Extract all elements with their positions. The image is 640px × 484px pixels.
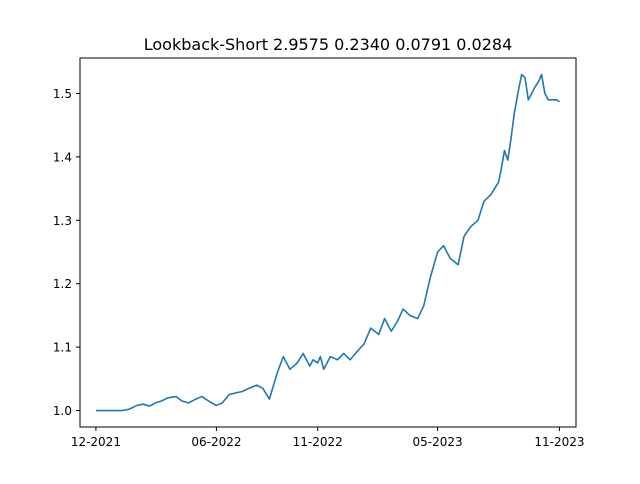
x-tick-label: 06-2022 [191,435,241,449]
y-tick-label: 1.4 [53,150,72,164]
x-tick-label: 05-2023 [413,435,463,449]
y-tick-label: 1.0 [53,404,72,418]
chart-title: Lookback-Short 2.9575 0.2340 0.0791 0.02… [144,35,513,54]
x-tick-label: 11-2023 [534,435,584,449]
x-tick-label: 11-2022 [293,435,343,449]
y-tick-label: 1.5 [53,87,72,101]
plot-frame [79,57,577,428]
y-tick-label: 1.3 [53,214,72,228]
x-tick-label: 12-2021 [71,435,121,449]
series-line-0 [95,73,560,412]
y-axis: 1.0 1.1 1.2 1.3 1.4 1.5 [53,87,80,418]
x-axis: 12-2021 06-2022 11-2022 05-2023 11-2023 [71,427,585,449]
y-tick-label: 1.2 [53,277,72,291]
y-tick-label: 1.1 [53,341,72,355]
plot-area [95,73,560,412]
